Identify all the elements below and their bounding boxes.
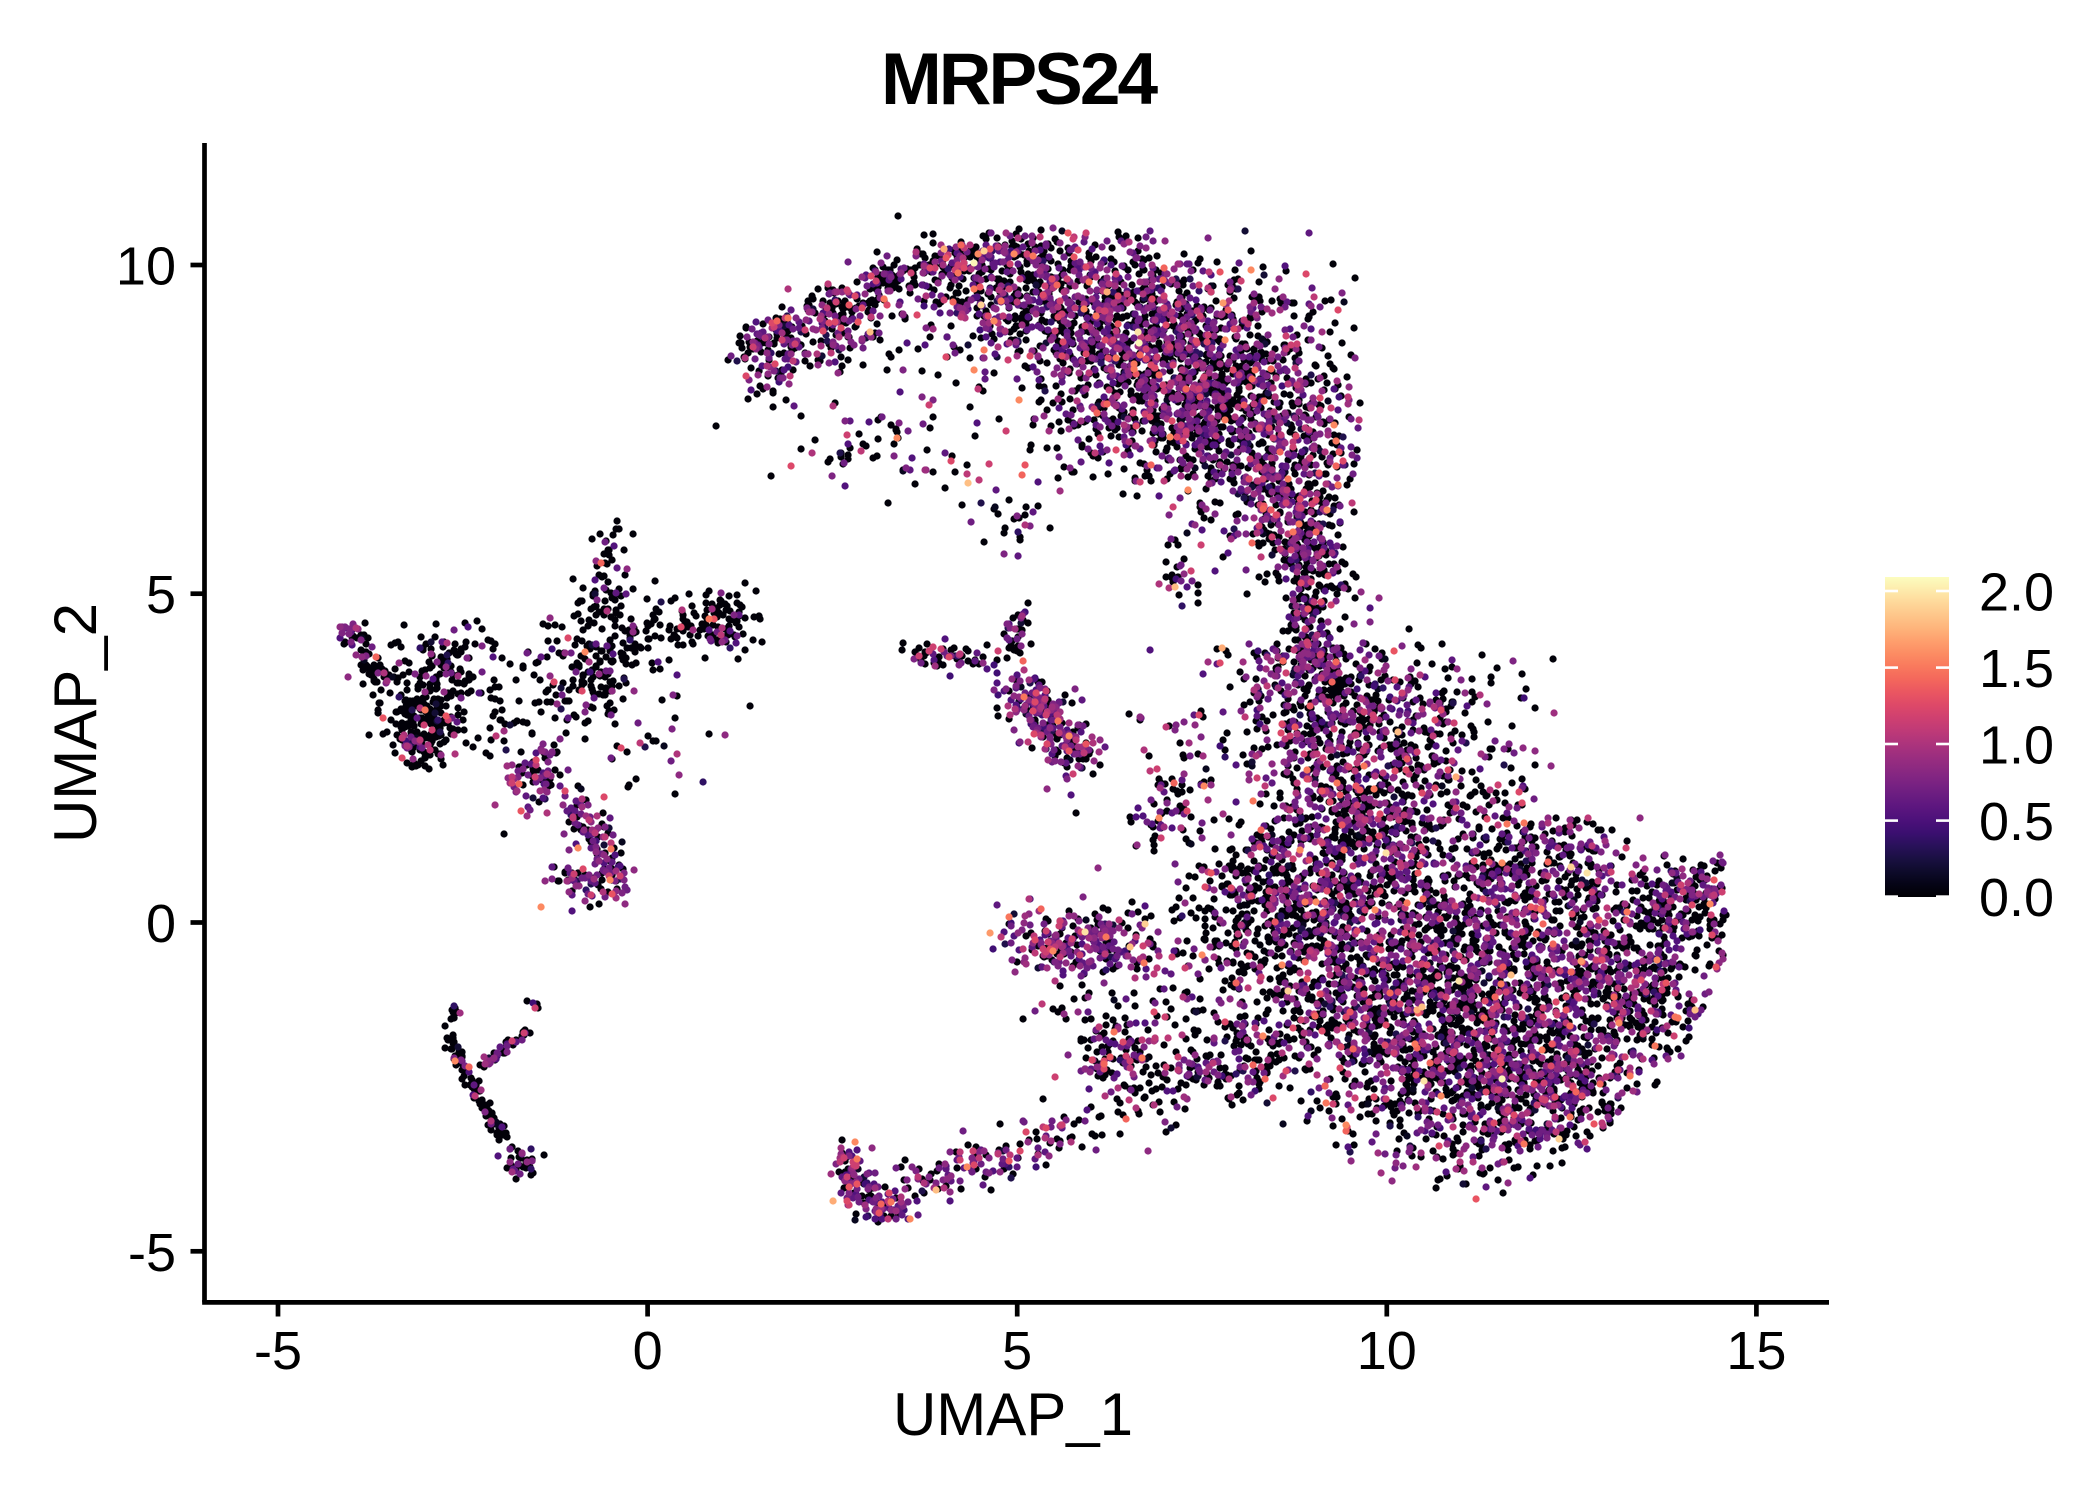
svg-text:MRPS24: MRPS24 [881,39,1159,120]
svg-text:-5: -5 [128,1223,176,1283]
svg-text:0: 0 [146,894,176,954]
svg-text:15: 15 [1726,1321,1786,1381]
svg-text:10: 10 [1357,1321,1417,1381]
svg-text:5: 5 [1002,1321,1032,1381]
svg-text:10: 10 [116,237,176,297]
svg-text:1.0: 1.0 [1979,716,2054,776]
svg-text:0: 0 [633,1321,663,1381]
svg-text:5: 5 [146,565,176,625]
svg-text:2.0: 2.0 [1979,563,2054,623]
svg-text:0.0: 0.0 [1979,868,2054,928]
svg-text:UMAP_1: UMAP_1 [893,1381,1133,1448]
svg-text:-5: -5 [254,1321,302,1381]
svg-text:UMAP_2: UMAP_2 [42,603,109,843]
svg-text:0.5: 0.5 [1979,792,2054,852]
svg-text:1.5: 1.5 [1979,639,2054,699]
